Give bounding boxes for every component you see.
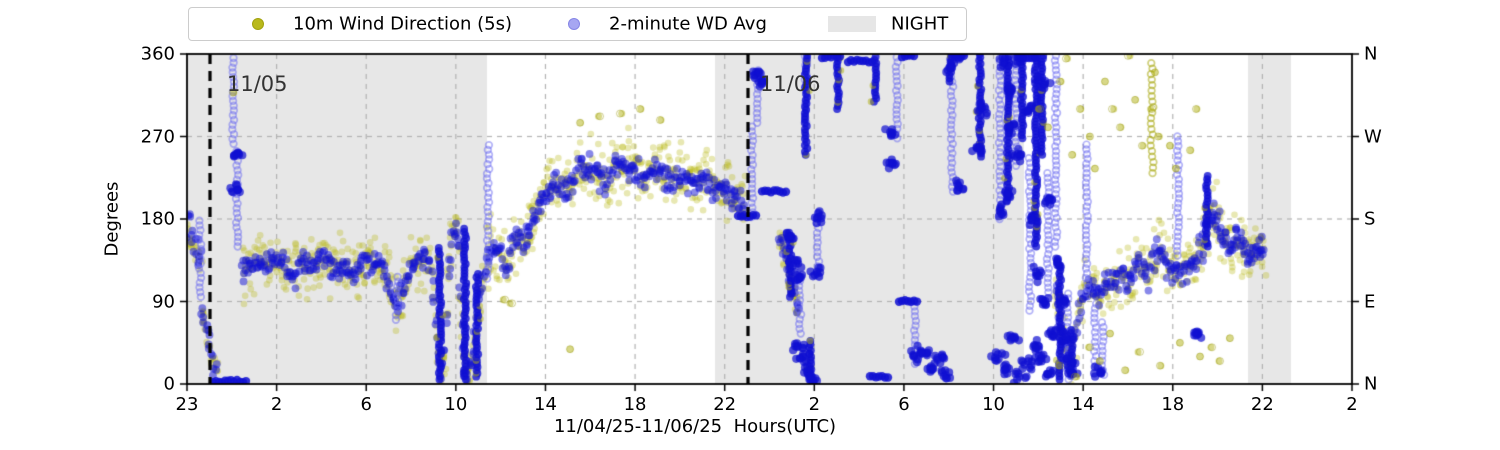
x-tick-label: 2 (808, 394, 821, 415)
legend-label-night: NIGHT (891, 13, 949, 35)
x-tick-label: 2 (1346, 394, 1358, 415)
legend-marker-raw-dot (252, 18, 264, 30)
y-tick-label-left: 180 (140, 208, 175, 230)
legend-marker-avg-dot (568, 18, 580, 30)
x-axis-label: 11/04/25-11/06/25 Hours(UTC) (553, 416, 837, 437)
date-boundary-label-1105: 11/05 (227, 72, 288, 96)
y-tick-label-right: E (1364, 291, 1376, 312)
x-tick-label: 18 (623, 394, 647, 415)
x-tick-label: 22 (1250, 394, 1274, 415)
x-tick-label: 6 (360, 394, 372, 415)
y-tick-label-right: W (1364, 126, 1382, 147)
legend-label-raw: 10m Wind Direction (5s) (293, 13, 513, 35)
y-tick-label-right: N (1364, 43, 1378, 65)
date-boundary-label-1106: 11/06 (760, 72, 821, 96)
legend-label-avg: 2-minute WD Avg (609, 13, 767, 35)
legend-box: 10m Wind Direction (5s) 2-minute WD Avg … (188, 7, 967, 41)
x-tick-label: 23 (175, 394, 199, 415)
x-tick-label: 14 (1071, 394, 1095, 415)
x-tick-label: 14 (534, 394, 557, 415)
y-tick-label-right: N (1364, 373, 1378, 395)
x-tick-label: 2 (270, 394, 283, 415)
x-tick-label: 10 (444, 394, 468, 415)
legend-marker-night-patch (828, 16, 876, 32)
y-axis-label: Degrees (101, 181, 123, 257)
y-tick-label-right: S (1364, 208, 1376, 230)
x-tick-label: 18 (1161, 394, 1185, 415)
x-tick-label: 10 (982, 394, 1005, 415)
x-tick-label: 22 (713, 394, 737, 415)
x-tick-label: 6 (898, 394, 910, 415)
y-tick-label-left: 90 (152, 291, 175, 312)
y-tick-label-left: 0 (163, 373, 175, 395)
y-tick-label-left: 270 (140, 126, 175, 147)
y-tick-label-left: 360 (140, 43, 175, 65)
